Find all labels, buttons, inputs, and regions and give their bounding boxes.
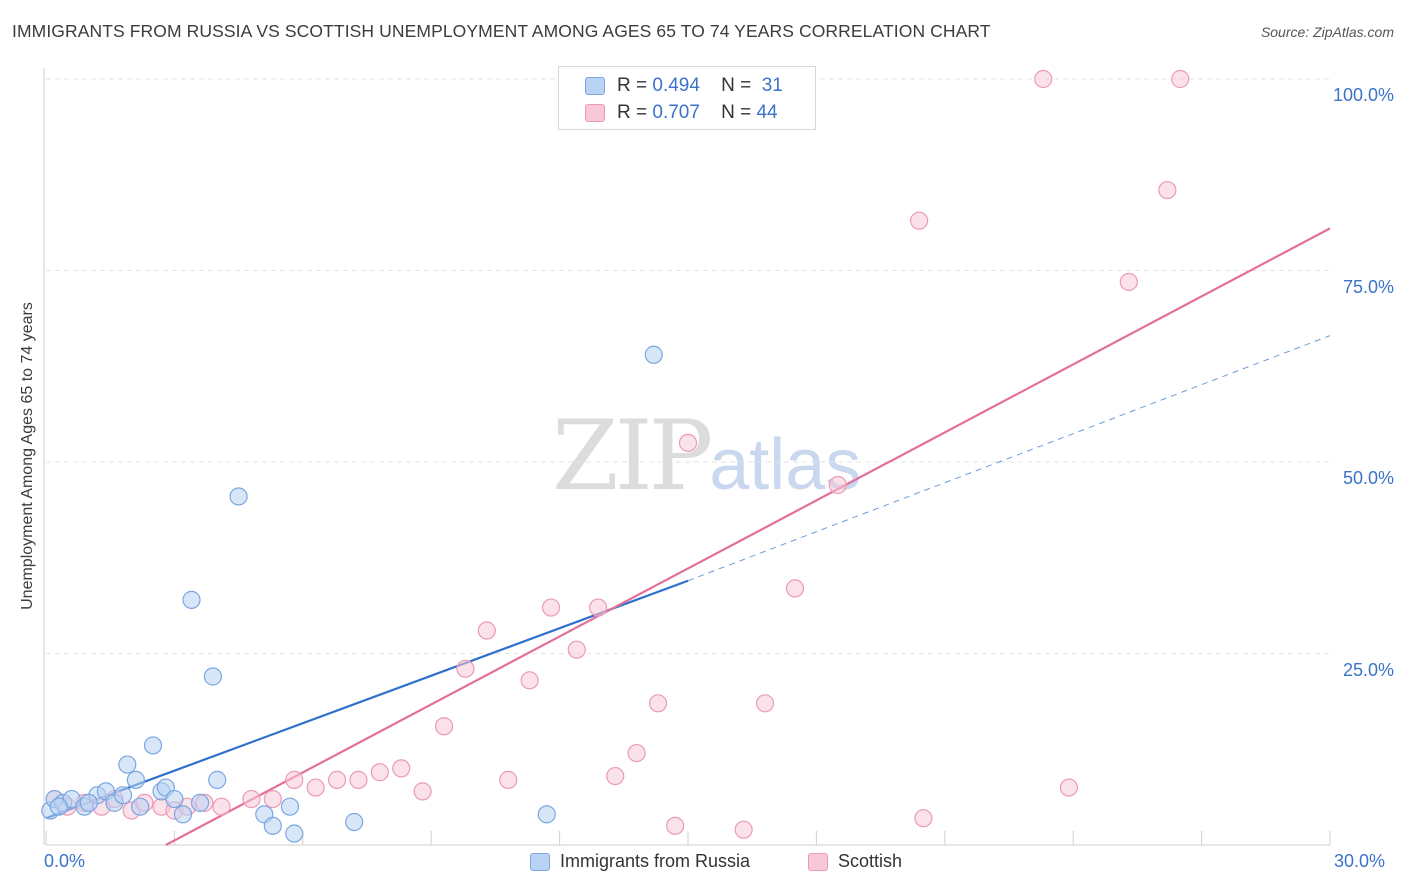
- point-scottish-35: [734, 820, 753, 839]
- point-scottish-14: [285, 770, 304, 789]
- point-russia-25: [345, 812, 364, 832]
- series-name-russia: Immigrants from Russia: [560, 851, 751, 871]
- point-scottish-39: [910, 211, 929, 230]
- trend-line-scottish: [165, 227, 1331, 846]
- point-scottish-43: [1119, 272, 1138, 292]
- legend-r-value-scottish: 0.707: [652, 102, 700, 123]
- point-scottish-44: [1158, 180, 1177, 200]
- point-scottish-15: [306, 778, 325, 797]
- legend-swatch-scottish-bottom: [808, 853, 828, 871]
- y-tick-label-0: 25.0%: [1342, 659, 1394, 680]
- point-scottish-17: [349, 770, 368, 789]
- legend-n-label-russia: N =: [721, 75, 752, 96]
- point-russia-9: [126, 770, 145, 789]
- point-russia-15: [173, 805, 193, 824]
- point-russia-16: [182, 590, 201, 609]
- point-russia-19: [208, 770, 227, 789]
- point-scottish-22: [456, 659, 475, 678]
- point-scottish-12: [242, 789, 261, 809]
- trend-line-russia-extension: [687, 335, 1331, 582]
- point-scottish-21: [434, 717, 454, 736]
- y-tick-label-3: 100.0%: [1332, 85, 1394, 105]
- point-scottish-25: [520, 671, 539, 690]
- source-label: Source: ZipAtlas.com: [1260, 24, 1394, 40]
- correlation-legend: R = 0.494 N = 31 R = 0.707 N = 44: [558, 66, 816, 130]
- legend-swatch-russia: [585, 77, 605, 95]
- point-russia-29: [79, 793, 98, 812]
- data-points: [41, 69, 1190, 843]
- point-russia-30: [113, 786, 133, 805]
- point-scottish-27: [567, 640, 586, 659]
- point-scottish-20: [413, 782, 432, 801]
- point-scottish-40: [914, 809, 933, 828]
- legend-n-value-scottish: 44: [756, 102, 778, 123]
- point-russia-11: [143, 736, 163, 755]
- point-russia-27: [644, 345, 663, 364]
- point-russia-17: [190, 793, 210, 812]
- legend-swatch-scottish: [585, 104, 605, 122]
- point-scottish-29: [606, 766, 625, 786]
- series-name-scottish: Scottish: [838, 851, 903, 871]
- watermark-zip: ZIP: [552, 400, 713, 512]
- point-scottish-26: [541, 598, 561, 617]
- point-russia-18: [203, 667, 223, 686]
- chart-title: IMMIGRANTS FROM RUSSIA VS SCOTTISH UNEMP…: [12, 21, 991, 41]
- point-russia-10: [131, 797, 150, 816]
- point-scottish-45: [1171, 69, 1190, 89]
- y-axis-label: Unemployment Among Ages 65 to 74 years: [19, 302, 36, 610]
- point-scottish-13: [263, 789, 282, 809]
- axes: [43, 68, 1331, 846]
- point-scottish-37: [785, 579, 805, 598]
- point-scottish-18: [370, 763, 389, 782]
- point-russia-26: [537, 805, 556, 824]
- point-scottish-19: [392, 759, 411, 778]
- point-russia-20: [229, 487, 248, 506]
- point-russia-8: [118, 755, 137, 774]
- point-scottish-33: [678, 433, 698, 452]
- legend-swatch-russia-bottom: [530, 853, 550, 871]
- legend-n-value-russia: 31: [761, 75, 783, 96]
- point-russia-22: [263, 816, 282, 835]
- point-scottish-36: [755, 694, 775, 713]
- y-tick-label-1: 50.0%: [1342, 468, 1394, 488]
- point-russia-28: [49, 797, 68, 816]
- point-scottish-41: [1034, 69, 1053, 89]
- point-scottish-11: [212, 797, 231, 816]
- legend-n-label-scottish: N =: [721, 102, 752, 123]
- point-scottish-28: [589, 598, 608, 617]
- x-tick-label-min: 0.0%: [44, 851, 86, 871]
- watermark: ZIPatlas: [552, 400, 861, 512]
- y-tick-label-2: 75.0%: [1342, 276, 1394, 297]
- point-russia-24: [285, 824, 304, 843]
- point-scottish-38: [828, 475, 847, 495]
- x-tick-label-max: 30.0%: [1334, 851, 1386, 871]
- point-russia-14: [165, 789, 184, 809]
- point-scottish-23: [477, 621, 496, 640]
- point-scottish-24: [499, 770, 518, 789]
- point-scottish-42: [1059, 778, 1079, 797]
- legend-r-value-russia: 0.494: [652, 75, 700, 96]
- point-scottish-31: [648, 694, 668, 713]
- legend-r-label-scottish: R =: [617, 102, 648, 123]
- trend-line-russia: [45, 579, 689, 820]
- trend-lines: [45, 227, 1331, 846]
- point-russia-23: [280, 797, 300, 816]
- point-scottish-32: [666, 816, 685, 835]
- point-scottish-30: [627, 743, 646, 763]
- point-scottish-16: [327, 770, 347, 789]
- legend-r-label-russia: R =: [617, 75, 648, 96]
